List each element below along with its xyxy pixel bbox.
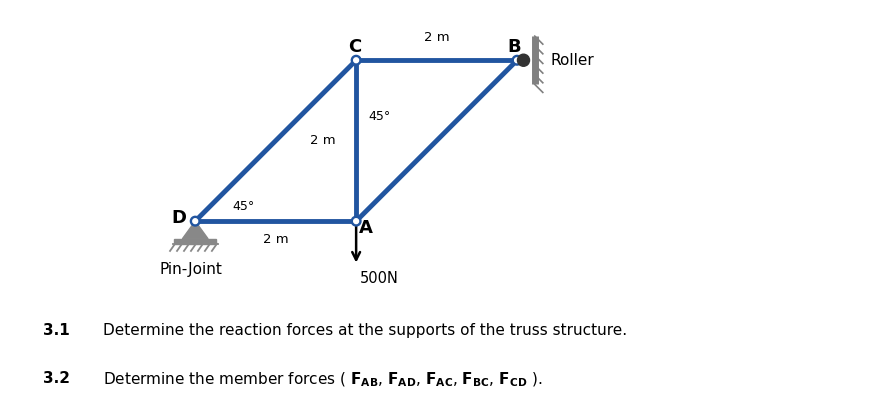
Text: 3.2: 3.2 (43, 371, 70, 386)
Text: Pin-Joint: Pin-Joint (160, 262, 222, 277)
Text: 2 m: 2 m (310, 134, 335, 147)
Circle shape (351, 56, 361, 65)
Text: 3.1: 3.1 (43, 323, 70, 338)
Text: A: A (359, 219, 373, 237)
Text: Determine the reaction forces at the supports of the truss structure.: Determine the reaction forces at the sup… (103, 323, 627, 338)
Text: 2 m: 2 m (424, 31, 450, 44)
Circle shape (351, 216, 361, 226)
Circle shape (191, 216, 200, 226)
Circle shape (512, 56, 522, 65)
Text: 500N: 500N (360, 271, 399, 286)
Text: D: D (172, 209, 186, 227)
Circle shape (192, 219, 198, 224)
Polygon shape (182, 221, 208, 239)
Text: Determine the member forces ( $\mathbf{F_{AB}}$, $\mathbf{F_{AD}}$, $\mathbf{F_{: Determine the member forces ( $\mathbf{F… (103, 371, 542, 389)
Text: B: B (507, 38, 521, 56)
Text: 2 m: 2 m (262, 233, 289, 246)
Circle shape (517, 54, 529, 66)
Text: Roller: Roller (551, 53, 595, 68)
Text: 45°: 45° (368, 110, 390, 123)
Text: C: C (348, 38, 361, 56)
Polygon shape (174, 239, 216, 244)
Circle shape (514, 58, 520, 63)
Circle shape (354, 58, 359, 63)
Circle shape (354, 219, 359, 224)
Text: 45°: 45° (232, 200, 255, 213)
